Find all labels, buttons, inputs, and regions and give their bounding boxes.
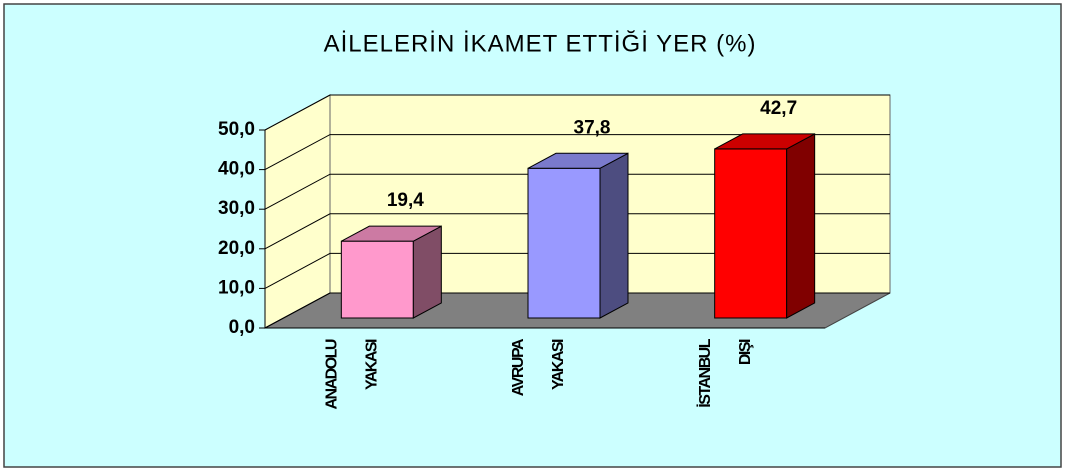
bar <box>527 167 601 319</box>
x-tick-label: DIŞI <box>737 339 754 365</box>
y-tick-label: 0,0 <box>229 317 255 338</box>
bar-side <box>412 225 442 319</box>
x-tick-label: ANADOLU <box>324 339 341 409</box>
grid-line <box>264 213 890 250</box>
y-tick-label: 40,0 <box>218 159 255 180</box>
bar-top <box>527 152 629 169</box>
bar-top <box>341 225 442 242</box>
side-wall <box>264 94 331 329</box>
chart-title: AİLELERİN İKAMET ETTİĞİ YER (%) <box>324 30 757 57</box>
value-label: 42,7 <box>760 98 797 119</box>
x-tick-label: YAKASI <box>364 339 381 390</box>
y-tick-label: 20,0 <box>218 238 255 259</box>
bar-side <box>599 152 629 319</box>
x-tick-label: İSTANBUL <box>696 338 714 407</box>
bar <box>340 240 414 319</box>
grid-line <box>264 173 890 210</box>
grid-line <box>264 252 890 289</box>
bar-side <box>786 133 816 319</box>
grid-line <box>264 134 890 171</box>
y-tick-label: 10,0 <box>218 277 255 298</box>
value-label: 19,4 <box>387 190 424 211</box>
bar-top <box>714 133 815 150</box>
bar <box>714 148 788 319</box>
grid-line <box>264 292 890 329</box>
y-tick-label: 50,0 <box>218 119 255 140</box>
x-tick-label: YAKASI <box>550 339 567 390</box>
grid-line <box>264 94 890 131</box>
value-label: 37,8 <box>574 117 611 138</box>
y-tick-label: 30,0 <box>218 198 255 219</box>
x-tick-label: AVRUPA <box>510 338 527 396</box>
